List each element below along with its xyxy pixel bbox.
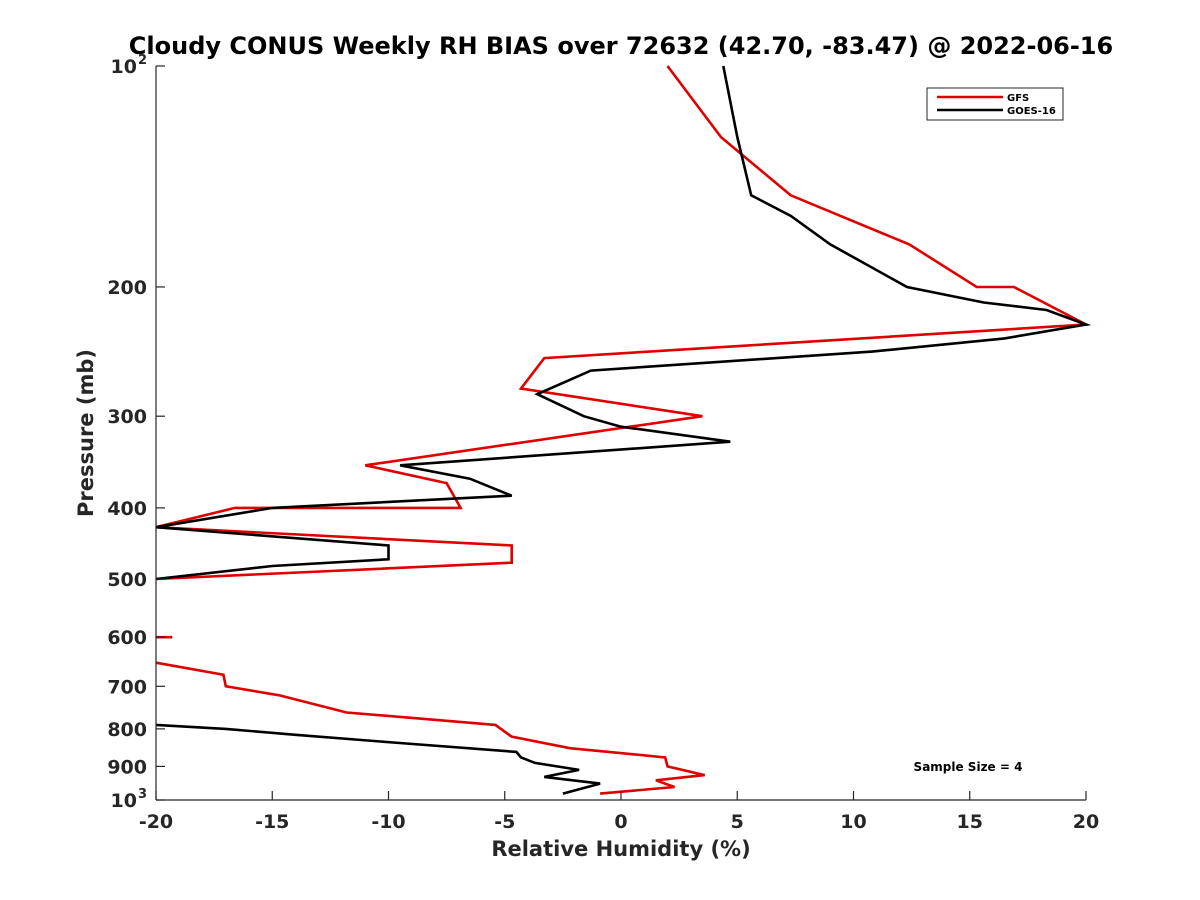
y-tick-label: 900	[107, 756, 147, 778]
plot-area	[156, 66, 1086, 800]
y-tick-label: 700	[107, 676, 147, 698]
series-line-gfs-segment-2	[155, 661, 705, 795]
x-axis-title: Relative Humidity (%)	[491, 837, 750, 861]
y-tick-label-exponent: 3	[138, 787, 147, 802]
y-tick-label: 400	[107, 498, 147, 520]
x-tick-label: 15	[957, 811, 983, 833]
series-line-goes16-segment-1	[155, 723, 601, 795]
x-tick-label: -5	[494, 811, 515, 833]
x-tick-label: -20	[139, 811, 173, 833]
x-tick-label: -15	[255, 811, 289, 833]
legend-label-goes16: GOES-16	[1007, 106, 1056, 117]
y-tick-label: 10	[111, 790, 137, 812]
series-line-gfs-segment-0	[155, 65, 1091, 581]
x-tick-label: 20	[1073, 811, 1099, 833]
x-tick-label: 10	[840, 811, 866, 833]
y-tick-label: 300	[107, 406, 147, 428]
chart-title: Cloudy CONUS Weekly RH BIAS over 72632 (…	[129, 32, 1113, 60]
legend: GFS GOES-16	[926, 87, 1064, 121]
y-tick-label: 600	[107, 627, 147, 649]
x-tick-label: -10	[371, 811, 405, 833]
x-tick-label: 0	[614, 811, 627, 833]
y-tick-label: 500	[107, 569, 147, 591]
y-tick-label-exponent: 2	[138, 53, 147, 68]
y-tick-label: 10	[111, 56, 137, 78]
y-tick-label: 800	[107, 719, 147, 741]
y-axis-title: Pressure (mb)	[74, 349, 98, 517]
sample-size-annotation: Sample Size = 4	[914, 760, 1023, 774]
y-tick-label: 200	[107, 277, 147, 299]
x-ticks: -20 -15 -10 -5 0 5 10 15 20	[139, 791, 1099, 833]
legend-label-gfs: GFS	[1007, 93, 1029, 104]
x-tick-label: 5	[731, 811, 744, 833]
legend-box	[926, 87, 1064, 121]
